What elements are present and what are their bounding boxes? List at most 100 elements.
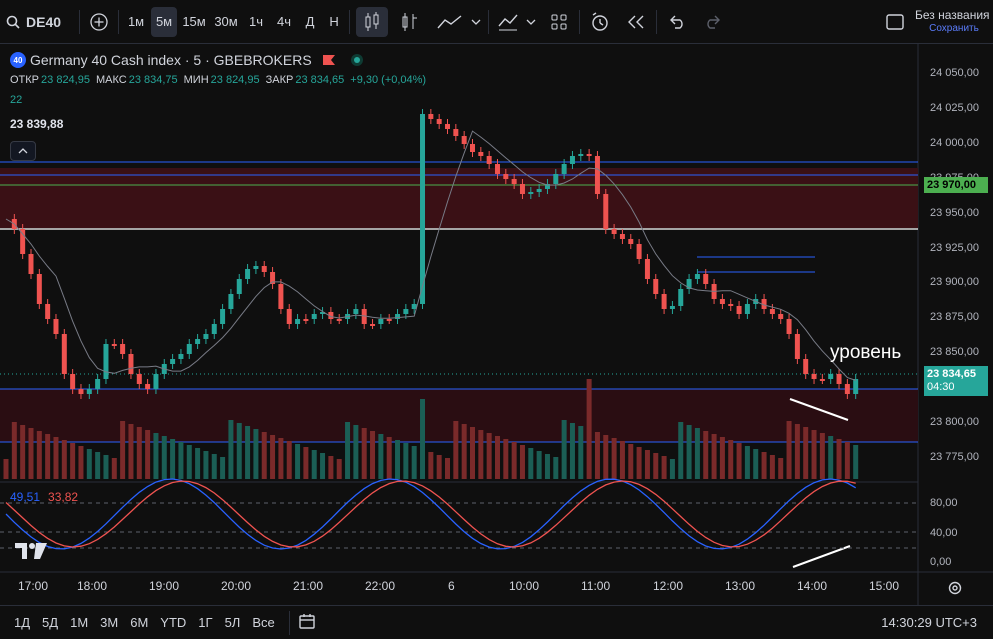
volume-bar <box>228 420 234 479</box>
candles-button[interactable] <box>356 6 389 37</box>
range-6[interactable]: 1Г <box>198 615 213 630</box>
candle-body <box>136 374 142 384</box>
volume-bar <box>628 444 634 479</box>
volume-bar <box>819 433 825 479</box>
symbol-search[interactable]: DE40 <box>6 14 61 30</box>
volume-bar <box>370 431 376 479</box>
candle-body <box>819 379 825 381</box>
volume-bar <box>220 457 226 479</box>
time-tick: 13:00 <box>725 579 756 593</box>
candle-body <box>128 354 134 374</box>
templates-button[interactable] <box>543 7 575 37</box>
save-link[interactable]: Сохранить <box>929 22 979 34</box>
collapse-legend-button[interactable] <box>10 141 36 161</box>
range-1[interactable]: 5Д <box>42 615 59 630</box>
interval-5[interactable]: 4ч <box>277 14 292 29</box>
price-tick: 23 950,00 <box>930 206 979 219</box>
volume-bar <box>686 425 692 479</box>
range-8[interactable]: Все <box>252 615 275 630</box>
date-range-button[interactable] <box>298 612 322 633</box>
volume-bar <box>128 424 134 479</box>
price-chart[interactable] <box>0 44 993 605</box>
legend-title[interactable]: Germany 40 Cash index · 5 · GBEBROKERS <box>30 52 312 68</box>
candle-body <box>536 189 542 192</box>
volume-bar <box>20 425 26 479</box>
volume-bar <box>95 452 101 479</box>
candle-body <box>511 179 517 184</box>
time-tick: 17:00 <box>18 579 49 593</box>
indicators-dropdown[interactable] <box>523 7 539 37</box>
candle-body <box>703 274 709 284</box>
volume-bar <box>145 430 151 479</box>
volume-bar <box>619 441 625 479</box>
volume-bar <box>753 449 759 479</box>
interval-7[interactable]: Н <box>329 14 339 29</box>
volume-bar <box>245 426 251 479</box>
range-5[interactable]: YTD <box>160 615 187 630</box>
alert-button[interactable] <box>584 7 616 37</box>
interval-4[interactable]: 1ч <box>249 14 264 29</box>
candle-body <box>153 374 159 389</box>
candle-body <box>528 192 534 194</box>
interval-group: 1м 5м 15м 30м 1ч 4ч Д Н <box>123 6 345 37</box>
undo-button[interactable] <box>661 7 693 37</box>
candle-body <box>236 279 242 294</box>
candle-body <box>778 314 784 319</box>
redo-button[interactable] <box>697 7 729 37</box>
time-tick: 22:00 <box>365 579 396 593</box>
interval-0[interactable]: 1м <box>127 14 145 29</box>
time-tick: 20:00 <box>221 579 252 593</box>
stoch-d-value: 33,82 <box>48 490 79 504</box>
volume-bar <box>728 440 734 479</box>
range-7[interactable]: 5Л <box>224 615 241 630</box>
chart-area[interactable]: 40 Germany 40 Cash index · 5 · GBEBROKER… <box>0 44 993 605</box>
interval-1[interactable]: 5м <box>151 6 178 37</box>
redo-icon <box>707 15 721 29</box>
compare-button[interactable] <box>84 7 114 37</box>
bar-style-button[interactable] <box>394 7 426 37</box>
settings-button[interactable] <box>946 579 966 599</box>
volume-bar <box>311 450 317 479</box>
volume-bar <box>711 434 717 479</box>
volume-bar <box>678 422 684 479</box>
volume-bar <box>28 428 34 479</box>
range-4[interactable]: 6М <box>130 615 149 630</box>
candle-body <box>370 324 376 326</box>
candle-body <box>694 274 700 279</box>
open-value: 23 824,95 <box>41 74 90 86</box>
candle-body <box>561 164 567 174</box>
change-value: +9,30 (+0,04%) <box>350 74 427 86</box>
interval-3[interactable]: 30м <box>214 14 238 29</box>
volume-bar <box>211 454 217 479</box>
indicators-button[interactable] <box>493 7 523 37</box>
range-3[interactable]: 3М <box>100 615 119 630</box>
layout-name[interactable]: Без названия Сохранить <box>915 8 993 36</box>
volume-bar <box>853 445 859 479</box>
clock[interactable]: 14:30:29 UTC+3 <box>881 615 977 630</box>
high-label: МАКС <box>95 74 127 86</box>
volume-bar <box>170 439 176 479</box>
candle-body <box>195 339 201 344</box>
line-style-button[interactable] <box>432 7 468 37</box>
volume-bar <box>803 427 809 479</box>
range-0[interactable]: 1Д <box>14 615 31 630</box>
candle-body <box>53 319 59 334</box>
volume-bar <box>769 455 775 479</box>
volume-bar <box>445 458 451 479</box>
green-level-tag: 23 970,00 <box>924 177 988 193</box>
volume-bar <box>261 432 267 479</box>
chart-type-dropdown[interactable] <box>468 7 484 37</box>
replay-button[interactable] <box>620 7 652 37</box>
candle-body <box>311 314 317 319</box>
volume-bar <box>428 452 434 479</box>
volume-bar <box>295 444 301 479</box>
interval-6[interactable]: Д <box>305 14 315 29</box>
stoch-tick: 0,00 <box>930 556 952 568</box>
candle-body <box>619 234 625 239</box>
trend-line <box>789 398 849 421</box>
interval-2[interactable]: 15м <box>182 14 206 29</box>
range-2[interactable]: 1М <box>70 615 89 630</box>
layout-button[interactable] <box>881 7 909 37</box>
level-annotation[interactable]: уровень <box>830 342 902 363</box>
divider <box>579 9 581 34</box>
